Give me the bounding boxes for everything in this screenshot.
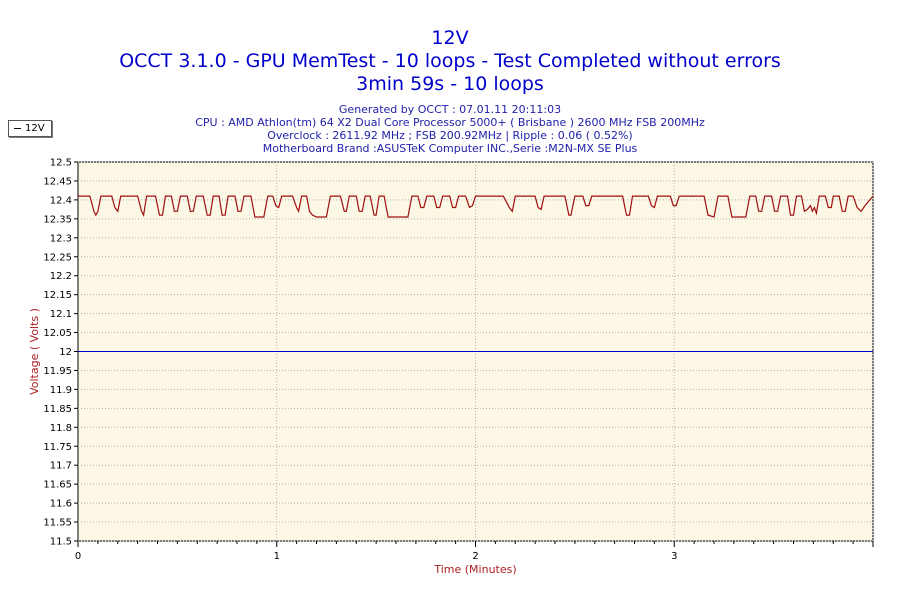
info-generated: Generated by OCCT : 07.01.11 20:11:03 [338,103,562,116]
y-tick-label: 12.1 [50,309,72,320]
series-group [78,195,874,218]
chart-subtitle-2: 3min 59s - 10 loops [356,73,544,95]
y-tick-label: 12.45 [43,176,72,187]
chart-title: 12V [431,27,469,49]
info-motherboard: Motherboard Brand :ASUSTeK Computer INC.… [262,142,638,155]
x-tick-label: 3 [671,551,677,562]
y-tick-label: 11.5 [50,537,72,548]
y-axis-title: Voltage ( Volts ) [28,308,41,395]
y-tick-label: 11.65 [43,480,72,491]
x-tick-label: 0 [75,551,81,562]
y-tick-label: 11.6 [50,499,72,510]
info-cpu: CPU : AMD Athlon(tm) 64 X2 Dual Core Pro… [195,116,705,129]
x-axis-title: Time (Minutes) [433,563,516,576]
x-tick-label: 2 [472,551,478,562]
y-tick-label: 11.95 [43,366,72,377]
x-axis: 0 1 2 3 [75,541,874,562]
y-axis: 12.5 12.45 12.4 12.35 12.3 12.25 12.2 12.15 12.1… [43,158,78,548]
series-line-12v [78,195,874,218]
info-overclock: Overclock : 2611.92 MHz ; FSB 200.92MHz … [267,129,633,142]
y-tick-label: 12.35 [43,214,72,225]
legend: 12V [8,120,52,137]
y-tick-label: 11.7 [50,461,72,472]
y-tick-label: 12.3 [50,233,72,244]
chart-subtitle-1: OCCT 3.1.0 - GPU MemTest - 10 loops - Te… [119,50,781,72]
y-tick-label: 12.15 [43,290,72,301]
y-tick-label: 12.5 [50,158,72,169]
y-tick-label: 12.05 [43,328,72,339]
y-tick-label: 11.55 [43,518,72,529]
legend-entry: 12V [25,123,45,134]
y-tick-label: 11.8 [50,423,72,434]
y-tick-label: 12.2 [50,271,72,282]
y-tick-label: 12.4 [50,195,72,206]
y-tick-label: 12.25 [43,252,72,263]
y-tick-label: 11.9 [50,385,72,396]
x-tick-label: 1 [274,551,280,562]
y-tick-label: 11.75 [43,442,72,453]
legend-swatch [14,128,21,129]
y-tick-label: 11.85 [43,404,72,415]
y-tick-label: 12 [59,347,72,358]
